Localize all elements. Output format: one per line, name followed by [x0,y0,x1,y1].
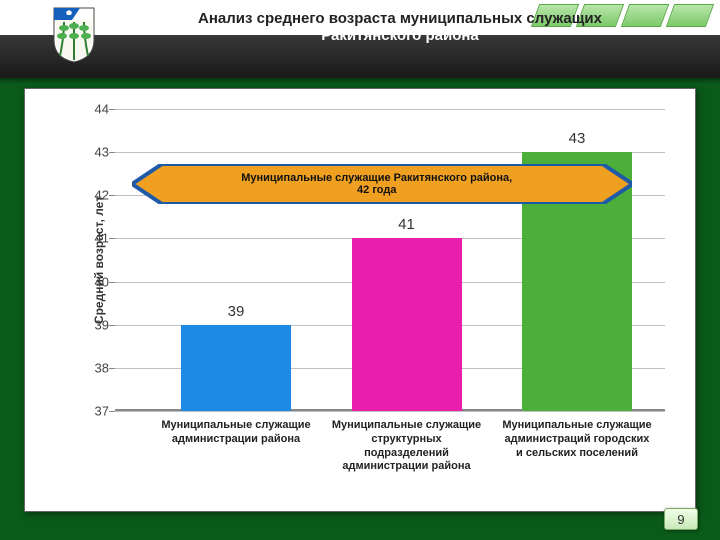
chart-panel: Средний возраст, лет 37 38 39 40 41 42 43 44 39 М… [24,88,696,512]
y-tick-mark [109,109,115,110]
slide-title: Анализ среднего возраста муниципальных с… [120,10,680,44]
bar-value-label: 43 [522,130,632,147]
y-tick-label: 40 [79,274,109,289]
bar-value-label: 41 [352,216,462,233]
y-axis-label: Средний возраст, лет [92,196,106,324]
y-tick-label: 38 [79,360,109,375]
title-line-1: Анализ среднего возраста муниципальных с… [120,10,680,27]
callout-text: Муниципальные служащие Ракитянского райо… [172,168,582,200]
gridline [115,109,665,110]
y-tick-mark [109,152,115,153]
category-label: Муниципальные служащие администраций гор… [500,419,654,460]
bar: 41 [352,238,462,411]
y-tick-mark [109,282,115,283]
y-tick-mark [109,238,115,239]
y-tick-mark [109,411,115,412]
y-tick-label: 39 [79,317,109,332]
category-label: Муниципальные служащие структурных подра… [330,419,484,474]
y-tick-mark [109,368,115,369]
y-tick-label: 41 [79,231,109,246]
y-tick-label: 37 [79,404,109,419]
chart-plot-area: Средний возраст, лет 373839404142434439М… [115,109,665,411]
y-tick-mark [109,195,115,196]
page-number-badge: 9 [664,508,698,530]
slide-root: Анализ среднего возраста муниципальных с… [0,0,720,540]
coat-of-arms-icon [50,6,98,64]
y-tick-mark [109,325,115,326]
callout-banner: Муниципальные служащие Ракитянского райо… [132,164,633,204]
title-line-2: Ракитянского района [120,27,680,44]
gridline [115,411,665,412]
bar-value-label: 39 [181,303,291,320]
callout-line-1: Муниципальные служащие Ракитянского райо… [241,172,512,184]
y-tick-label: 42 [79,188,109,203]
bar: 39 [181,325,291,411]
slide-header: Анализ среднего возраста муниципальных с… [0,0,720,78]
y-tick-label: 44 [79,102,109,117]
y-tick-label: 43 [79,145,109,160]
category-label: Муниципальные служащие администрации рай… [159,419,313,447]
callout-line-2: 42 года [357,184,396,196]
